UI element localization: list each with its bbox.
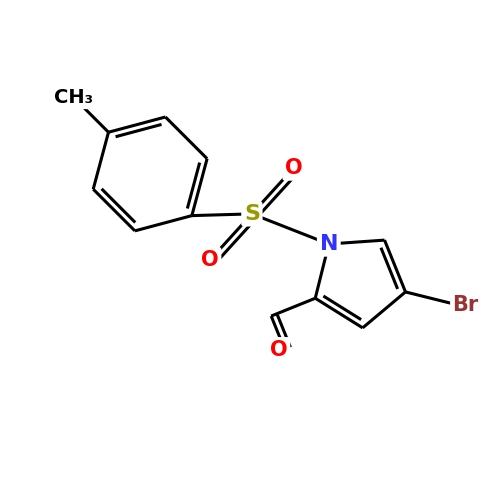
Text: CH₃: CH₃ [54, 88, 93, 107]
Text: S: S [244, 204, 260, 224]
Text: O: O [270, 340, 288, 359]
Text: O: O [285, 158, 302, 178]
Text: N: N [320, 234, 338, 254]
Text: Br: Br [452, 294, 479, 314]
Text: O: O [202, 250, 219, 270]
